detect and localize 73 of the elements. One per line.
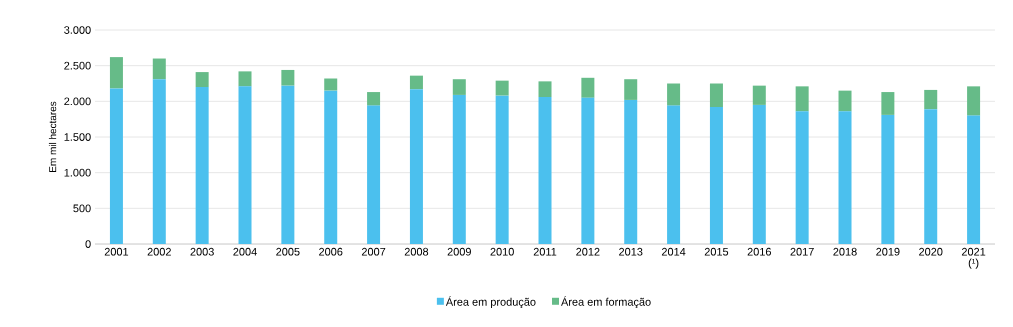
x-tick-label: 2021 (¹) [961,247,986,269]
bar [624,99,638,244]
legend-label: Área em formação [561,296,651,309]
x-tick-label: 2013 [619,247,643,256]
y-tick-label: 500 [73,204,91,213]
x-tick-label: 2018 [833,247,857,256]
bar [195,72,209,88]
y-tick-label: 0 [85,240,91,248]
bar [367,92,381,106]
y-tick-label: 1.000 [64,168,91,177]
x-tick-label: 2010 [490,247,514,256]
bar [752,85,766,105]
bar [281,85,295,244]
bar [581,77,595,98]
y-tick-label: 3.000 [64,26,91,34]
bar [152,79,166,244]
bar [795,111,809,244]
bar [495,95,509,244]
bar [709,83,723,108]
x-tick-label: 2012 [576,247,600,256]
bar [452,94,466,244]
x-tick-label: 2015 [704,247,729,256]
x-tick-label: 2005 [276,247,300,256]
x-tick-label: 2020 [919,247,943,256]
bar [581,97,595,244]
bar [667,83,681,106]
y-tick-label: 2.500 [64,61,91,70]
y-tick-label: 2.000 [64,97,91,106]
bar [538,97,552,244]
y-axis-title: Em mil hectares [48,101,57,172]
x-tick-label: 2017 [790,247,814,256]
bar [281,69,295,86]
bar [881,92,895,115]
x-tick-label: 2007 [361,247,386,256]
x-tick-label: 2006 [319,247,343,256]
bar [967,86,981,116]
bar [109,57,123,89]
bar [967,115,981,244]
bar [152,58,166,80]
bar [367,105,381,244]
bar [238,71,252,87]
bar [324,78,338,91]
bar [881,114,895,244]
bar [795,86,809,112]
bar [452,79,466,95]
bar [109,88,123,244]
bar [924,109,938,244]
bar [752,104,766,244]
bar [538,81,552,98]
bar [838,90,852,112]
bar [238,86,252,244]
bar [195,87,209,244]
bar [409,89,423,244]
x-tick-label: 2014 [661,247,686,256]
bar [709,107,723,244]
x-tick-label: 2002 [147,247,171,256]
x-tick-label: 2009 [447,247,471,256]
x-tick-label: 2003 [190,247,214,256]
bar [324,90,338,244]
y-tick-label: 1.500 [64,133,91,141]
bar [409,75,423,90]
bar [838,111,852,244]
legend-label: Área em produção [445,296,536,309]
bar [624,79,638,100]
x-tick-label: 2001 [104,247,129,256]
x-tick-label: 2008 [404,247,429,256]
bar [924,89,938,110]
x-tick-label: 2016 [747,247,771,256]
bar [667,105,681,244]
bar [495,80,509,96]
x-tick-label: 2011 [533,247,557,256]
x-tick-label: 2004 [233,247,257,256]
x-tick-label: 2019 [876,247,900,256]
